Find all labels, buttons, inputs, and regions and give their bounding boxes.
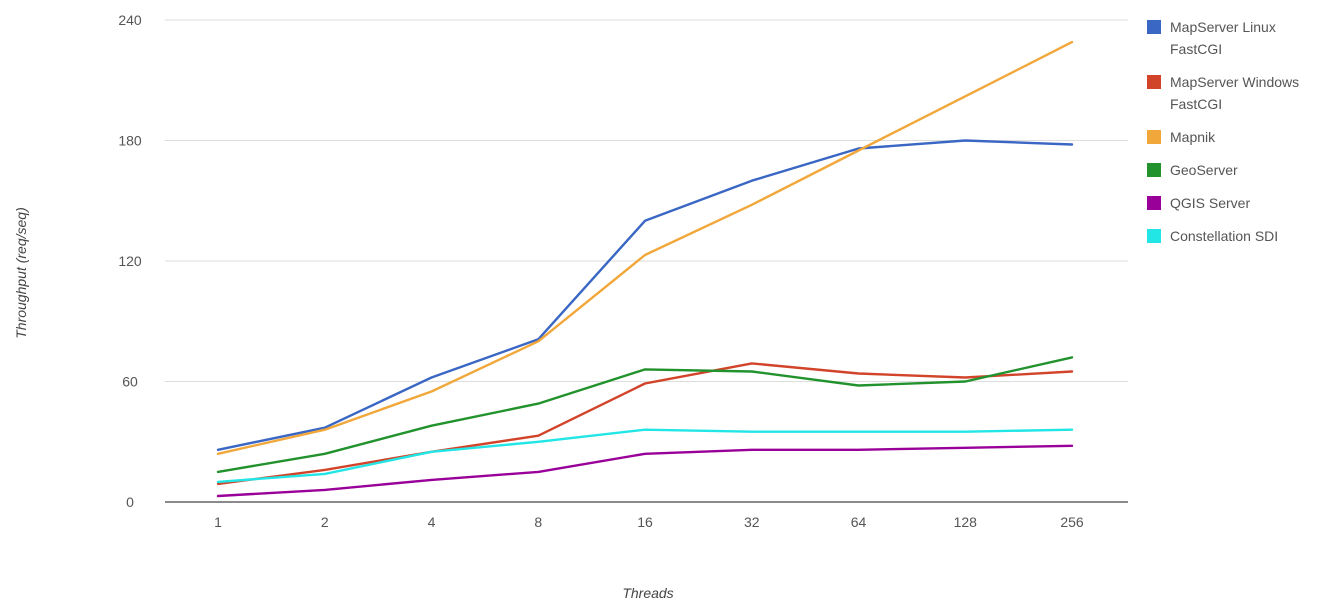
y-tick-label: 60 bbox=[122, 374, 138, 390]
y-axis-title: Throughput (req/seq) bbox=[13, 207, 29, 339]
legend-swatch bbox=[1147, 196, 1161, 210]
legend-swatch bbox=[1147, 229, 1161, 243]
series-lines bbox=[216, 40, 1074, 498]
series-line-mapserver-linux-fastcgi bbox=[216, 139, 1074, 451]
x-tick-label: 2 bbox=[321, 514, 329, 530]
legend-label: QGIS Server bbox=[1170, 195, 1250, 211]
legend-item: GeoServer bbox=[1147, 162, 1238, 178]
series-line-constellation-sdi bbox=[216, 428, 1074, 484]
legend-item: MapServer Linux FastCGI bbox=[1147, 19, 1276, 57]
legend-swatch bbox=[1147, 75, 1161, 89]
y-tick-label: 240 bbox=[118, 12, 142, 28]
legend: MapServer Linux FastCGI MapServer Windows F… bbox=[1147, 19, 1299, 244]
x-tick-labels: 1 2 4 8 16 32 64 128 256 bbox=[214, 514, 1084, 530]
series-line-geoserver bbox=[216, 356, 1074, 474]
x-tick-label: 32 bbox=[744, 514, 760, 530]
legend-label: GeoServer bbox=[1170, 162, 1238, 178]
x-tick-label: 1 bbox=[214, 514, 222, 530]
y-tick-label: 0 bbox=[126, 494, 134, 510]
y-tick-label: 120 bbox=[118, 253, 142, 269]
x-tick-label: 4 bbox=[428, 514, 436, 530]
legend-label: MapServer Linux bbox=[1170, 19, 1276, 35]
legend-item: MapServer Windows FastCGI bbox=[1147, 74, 1299, 112]
legend-item: Mapnik bbox=[1147, 129, 1216, 145]
legend-swatch bbox=[1147, 163, 1161, 177]
legend-label: FastCGI bbox=[1170, 41, 1222, 57]
x-tick-label: 256 bbox=[1060, 514, 1084, 530]
legend-swatch bbox=[1147, 130, 1161, 144]
legend-label: Mapnik bbox=[1170, 129, 1216, 145]
series-line-mapserver-windows-fastcgi bbox=[216, 362, 1074, 486]
legend-label: Constellation SDI bbox=[1170, 228, 1278, 244]
x-tick-label: 16 bbox=[637, 514, 653, 530]
legend-label: FastCGI bbox=[1170, 96, 1222, 112]
x-tick-label: 8 bbox=[534, 514, 542, 530]
series-line-mapnik bbox=[216, 40, 1074, 455]
legend-item: QGIS Server bbox=[1147, 195, 1250, 211]
series-line-qgis-server bbox=[216, 444, 1074, 498]
x-tick-label: 128 bbox=[954, 514, 978, 530]
y-tick-label: 180 bbox=[118, 133, 142, 149]
legend-swatch bbox=[1147, 20, 1161, 34]
x-tick-label: 64 bbox=[851, 514, 867, 530]
x-axis-title: Threads bbox=[622, 585, 673, 601]
legend-label: MapServer Windows bbox=[1170, 74, 1299, 90]
legend-item: Constellation SDI bbox=[1147, 228, 1278, 244]
y-tick-labels: 0 60 120 180 240 bbox=[118, 12, 142, 510]
